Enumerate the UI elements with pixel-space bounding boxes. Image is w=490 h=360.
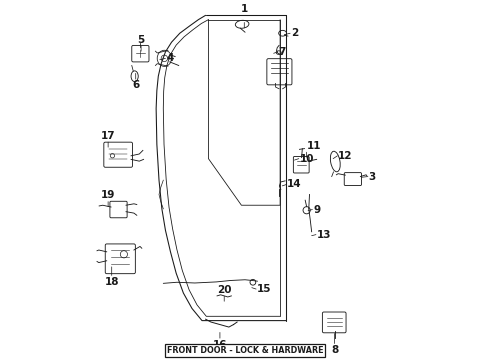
Text: 10: 10 — [299, 154, 314, 164]
Text: 17: 17 — [101, 131, 116, 141]
Text: 11: 11 — [307, 141, 321, 151]
Text: 6: 6 — [132, 80, 139, 90]
Text: FRONT DOOR - LOCK & HARDWARE: FRONT DOOR - LOCK & HARDWARE — [167, 346, 323, 355]
Text: 5: 5 — [138, 35, 145, 45]
Text: 8: 8 — [331, 345, 338, 355]
Text: 3: 3 — [368, 172, 376, 181]
Text: 4: 4 — [166, 53, 173, 63]
Text: 7: 7 — [278, 47, 286, 57]
Text: 1: 1 — [241, 4, 248, 14]
Text: 19: 19 — [101, 190, 115, 200]
Text: 15: 15 — [257, 284, 271, 294]
Text: 2: 2 — [291, 28, 298, 38]
Text: 13: 13 — [317, 230, 331, 240]
Text: 12: 12 — [338, 151, 353, 161]
Text: 16: 16 — [213, 339, 227, 350]
Text: 14: 14 — [287, 179, 302, 189]
Text: 18: 18 — [104, 277, 119, 287]
Text: 20: 20 — [217, 285, 231, 295]
Text: 9: 9 — [313, 204, 320, 215]
